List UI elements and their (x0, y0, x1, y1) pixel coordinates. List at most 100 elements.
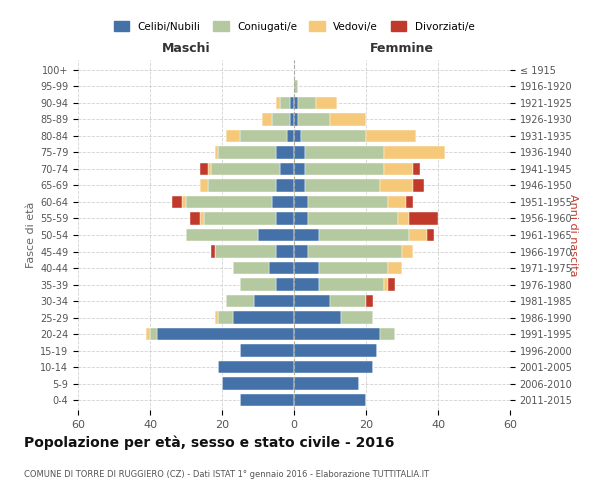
Bar (294, 130, 301, 142)
Bar (200, 180, 208, 192)
Bar (294, 262, 319, 274)
Bar (294, 212, 308, 224)
Bar (262, 113, 272, 126)
Bar (157, 328, 294, 340)
Bar (409, 212, 438, 224)
Bar (200, 212, 204, 224)
Text: Popolazione per età, sesso e stato civile - 2016: Popolazione per età, sesso e stato civil… (24, 435, 394, 450)
Bar (272, 196, 294, 208)
Bar (294, 328, 380, 340)
Text: Femmine: Femmine (370, 42, 434, 55)
Bar (280, 163, 294, 175)
Bar (294, 196, 308, 208)
Bar (276, 246, 294, 258)
Bar (211, 163, 280, 175)
Bar (204, 212, 276, 224)
Bar (233, 312, 294, 324)
Text: COMUNE DI TORRE DI RUGGIERO (CZ) - Dati ISTAT 1° gennaio 2016 - Elaborazione TUT: COMUNE DI TORRE DI RUGGIERO (CZ) - Dati … (24, 470, 429, 479)
Bar (276, 180, 294, 192)
Bar (388, 278, 395, 290)
Bar (305, 146, 384, 158)
Bar (330, 295, 366, 307)
Bar (294, 394, 366, 406)
Bar (215, 146, 218, 158)
Bar (380, 328, 395, 340)
Bar (276, 212, 294, 224)
Bar (150, 328, 157, 340)
Bar (294, 146, 305, 158)
Bar (413, 180, 424, 192)
Bar (240, 394, 294, 406)
Bar (240, 344, 294, 357)
Bar (215, 312, 218, 324)
Bar (298, 113, 330, 126)
Bar (294, 378, 359, 390)
Bar (406, 196, 413, 208)
Bar (294, 312, 341, 324)
Bar (172, 196, 182, 208)
Bar (380, 180, 413, 192)
Bar (200, 163, 208, 175)
Bar (211, 246, 215, 258)
Bar (218, 146, 276, 158)
Bar (290, 113, 294, 126)
Bar (294, 80, 298, 92)
Bar (276, 96, 280, 109)
Bar (305, 180, 380, 192)
Bar (240, 278, 276, 290)
Bar (146, 328, 150, 340)
Bar (280, 96, 290, 109)
Bar (305, 163, 384, 175)
Bar (190, 212, 200, 224)
Bar (226, 295, 254, 307)
Bar (233, 262, 269, 274)
Bar (294, 163, 305, 175)
Bar (319, 262, 388, 274)
Bar (384, 163, 413, 175)
Bar (366, 130, 416, 142)
Bar (208, 180, 276, 192)
Bar (427, 229, 434, 241)
Bar (208, 163, 211, 175)
Bar (388, 196, 406, 208)
Bar (413, 163, 420, 175)
Bar (388, 262, 402, 274)
Bar (218, 312, 233, 324)
Bar (294, 229, 319, 241)
Bar (218, 361, 294, 374)
Bar (287, 130, 294, 142)
Bar (186, 229, 258, 241)
Bar (330, 113, 366, 126)
Bar (398, 212, 409, 224)
Bar (319, 229, 409, 241)
Bar (308, 246, 402, 258)
Bar (316, 96, 337, 109)
Bar (276, 278, 294, 290)
Bar (384, 278, 388, 290)
Y-axis label: Fasce di età: Fasce di età (26, 202, 36, 268)
Bar (294, 246, 308, 258)
Bar (294, 361, 373, 374)
Bar (294, 96, 298, 109)
Bar (294, 113, 298, 126)
Bar (226, 130, 240, 142)
Bar (258, 229, 294, 241)
Text: Maschi: Maschi (161, 42, 211, 55)
Bar (384, 146, 445, 158)
Y-axis label: Anni di nascita: Anni di nascita (568, 194, 578, 276)
Bar (182, 196, 186, 208)
Bar (215, 246, 276, 258)
Bar (409, 229, 427, 241)
Bar (341, 312, 373, 324)
Bar (308, 212, 398, 224)
Bar (240, 130, 287, 142)
Bar (298, 96, 316, 109)
Bar (294, 180, 305, 192)
Bar (294, 278, 319, 290)
Legend: Celibi/Nubili, Coniugati/e, Vedovi/e, Divorziati/e: Celibi/Nubili, Coniugati/e, Vedovi/e, Di… (109, 16, 479, 37)
Bar (308, 196, 388, 208)
Bar (272, 113, 290, 126)
Bar (186, 196, 272, 208)
Bar (294, 344, 377, 357)
Bar (269, 262, 294, 274)
